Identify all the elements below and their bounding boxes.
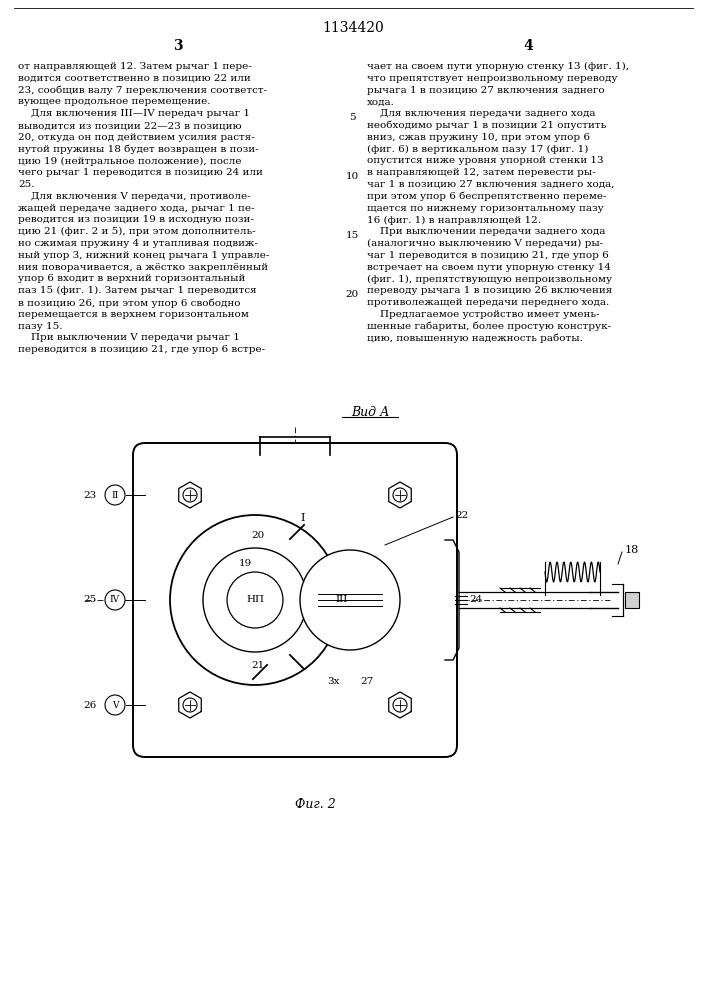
Circle shape [300,550,400,650]
Text: 25: 25 [83,595,97,604]
Text: I: I [300,513,305,523]
Text: вниз, сжав пружину 10, при этом упор 6: вниз, сжав пружину 10, при этом упор 6 [367,133,590,142]
Text: 18: 18 [625,545,639,555]
Text: переводу рычага 1 в позицию 26 включения: переводу рычага 1 в позицию 26 включения [367,286,612,295]
Circle shape [105,485,125,505]
Text: 20: 20 [252,530,264,540]
FancyBboxPatch shape [133,443,457,757]
Text: 23: 23 [83,490,97,499]
Text: переводится в позицию 21, где упор 6 встре-: переводится в позицию 21, где упор 6 вст… [18,345,265,354]
Text: 24: 24 [469,595,482,604]
Text: что препятствует непроизвольному переводу: что препятствует непроизвольному перевод… [367,74,617,83]
Text: цию, повышенную надежность работы.: цию, повышенную надежность работы. [367,333,583,343]
Text: 23, сообщив валу 7 переключения соответст-: 23, сообщив валу 7 переключения соответс… [18,86,267,95]
Text: перемещается в верхнем горизонтальном: перемещается в верхнем горизонтальном [18,310,249,319]
Circle shape [227,572,283,628]
Text: ния поворачивается, а жёстко закреплённый: ния поворачивается, а жёстко закреплённы… [18,263,268,272]
Text: жащей передаче заднего хода, рычаг 1 пе-: жащей передаче заднего хода, рычаг 1 пе- [18,204,255,213]
Text: цию 21 (фиг. 2 и 5), при этом дополнитель-: цию 21 (фиг. 2 и 5), при этом дополнител… [18,227,256,236]
Circle shape [183,488,197,502]
Text: вующее продольное перемещение.: вующее продольное перемещение. [18,97,211,106]
Text: упор 6 входит в верхний горизонтальный: упор 6 входит в верхний горизонтальный [18,274,245,283]
Text: цию 19 (нейтральное положение), после: цию 19 (нейтральное положение), после [18,156,242,166]
Text: при этом упор 6 беспрепятственно переме-: при этом упор 6 беспрепятственно переме- [367,192,607,201]
Text: но сжимая пружину 4 и утапливая подвиж-: но сжимая пружину 4 и утапливая подвиж- [18,239,258,248]
Text: 25.: 25. [18,180,35,189]
Circle shape [203,548,307,652]
Text: При выключении V передачи рычаг 1: При выключении V передачи рычаг 1 [18,333,240,342]
Text: 3: 3 [173,39,183,53]
Text: рычага 1 в позицию 27 включения заднего: рычага 1 в позицию 27 включения заднего [367,86,604,95]
Text: противолежащей передачи переднего хода.: противолежащей передачи переднего хода. [367,298,609,307]
Text: V: V [112,700,118,710]
Text: в направляющей 12, затем перевести ры-: в направляющей 12, затем перевести ры- [367,168,596,177]
Text: (фиг. 6) в вертикальном пазу 17 (фиг. 1): (фиг. 6) в вертикальном пазу 17 (фиг. 1) [367,145,588,154]
Text: щается по нижнему горизонтальному пазу: щается по нижнему горизонтальному пазу [367,204,604,213]
Text: 21: 21 [252,660,264,670]
Text: 27: 27 [360,678,373,686]
Text: IV: IV [110,595,120,604]
Text: 1134420: 1134420 [322,21,384,35]
Text: встречает на своем пути упорную стенку 14: встречает на своем пути упорную стенку 1… [367,263,611,272]
Text: II: II [112,490,119,499]
Text: 20: 20 [346,290,358,299]
Text: 5: 5 [349,113,356,122]
Text: чаг 1 переводится в позицию 21, где упор 6: чаг 1 переводится в позицию 21, где упор… [367,251,609,260]
Text: чего рычаг 1 переводится в позицию 24 или: чего рычаг 1 переводится в позицию 24 ил… [18,168,263,177]
Circle shape [105,590,125,610]
Text: При выключении передачи заднего хода: При выключении передачи заднего хода [367,227,605,236]
Text: Для включения передачи заднего хода: Для включения передачи заднего хода [367,109,595,118]
Text: (аналогично выключению V передачи) ры-: (аналогично выключению V передачи) ры- [367,239,603,248]
Text: 15: 15 [346,231,358,240]
Text: реводится из позиции 19 в исходную пози-: реводится из позиции 19 в исходную пози- [18,215,254,224]
Circle shape [170,515,340,685]
Text: паз 15 (фиг. 1). Затем рычаг 1 переводится: паз 15 (фиг. 1). Затем рычаг 1 переводит… [18,286,257,295]
Text: опустится ниже уровня упорной стенки 13: опустится ниже уровня упорной стенки 13 [367,156,604,165]
Text: выводится из позиции 22—23 в позицию: выводится из позиции 22—23 в позицию [18,121,242,130]
Text: Вид А: Вид А [351,406,390,418]
Circle shape [105,695,125,715]
Bar [625,592,639,608]
Text: НП: НП [246,595,264,604]
Text: 19: 19 [238,560,252,568]
Circle shape [183,698,197,712]
Text: чаг 1 в позицию 27 включения заднего хода,: чаг 1 в позицию 27 включения заднего ход… [367,180,614,189]
Text: 4: 4 [523,39,533,53]
Text: 26: 26 [83,700,97,710]
Text: пазу 15.: пазу 15. [18,322,62,331]
Text: ный упор 3, нижний конец рычага 1 управле-: ный упор 3, нижний конец рычага 1 управл… [18,251,269,260]
Text: чает на своем пути упорную стенку 13 (фиг. 1),: чает на своем пути упорную стенку 13 (фи… [367,62,629,71]
Text: Для включения III—IV передач рычаг 1: Для включения III—IV передач рычаг 1 [18,109,250,118]
Text: 22: 22 [455,510,468,520]
Text: в позицию 26, при этом упор 6 свободно: в позицию 26, при этом упор 6 свободно [18,298,240,308]
Text: нутой пружины 18 будет возвращен в пози-: нутой пружины 18 будет возвращен в пози- [18,145,259,154]
Text: водится соответственно в позицию 22 или: водится соответственно в позицию 22 или [18,74,251,83]
Text: Предлагаемое устройство имеет умень-: Предлагаемое устройство имеет умень- [367,310,600,319]
Text: необходимо рычаг 1 в позиции 21 опустить: необходимо рычаг 1 в позиции 21 опустить [367,121,606,130]
Text: от направляющей 12. Затем рычаг 1 пере-: от направляющей 12. Затем рычаг 1 пере- [18,62,252,71]
Text: шенные габариты, более простую конструк-: шенные габариты, более простую конструк- [367,322,611,331]
Text: Фиг. 2: Фиг. 2 [295,798,335,812]
Text: хода.: хода. [367,97,395,106]
Text: III: III [336,595,348,604]
Text: 3х: 3х [327,678,339,686]
Text: (фиг. 1), препятствующую непроизвольному: (фиг. 1), препятствующую непроизвольному [367,274,612,284]
Text: Для включения V передачи, противоле-: Для включения V передачи, противоле- [18,192,250,201]
Text: 10: 10 [346,172,358,181]
Text: 20, откуда он под действием усилия растя-: 20, откуда он под действием усилия растя… [18,133,255,142]
Circle shape [393,488,407,502]
Text: 16 (фиг. 1) в направляющей 12.: 16 (фиг. 1) в направляющей 12. [367,215,541,225]
Circle shape [393,698,407,712]
